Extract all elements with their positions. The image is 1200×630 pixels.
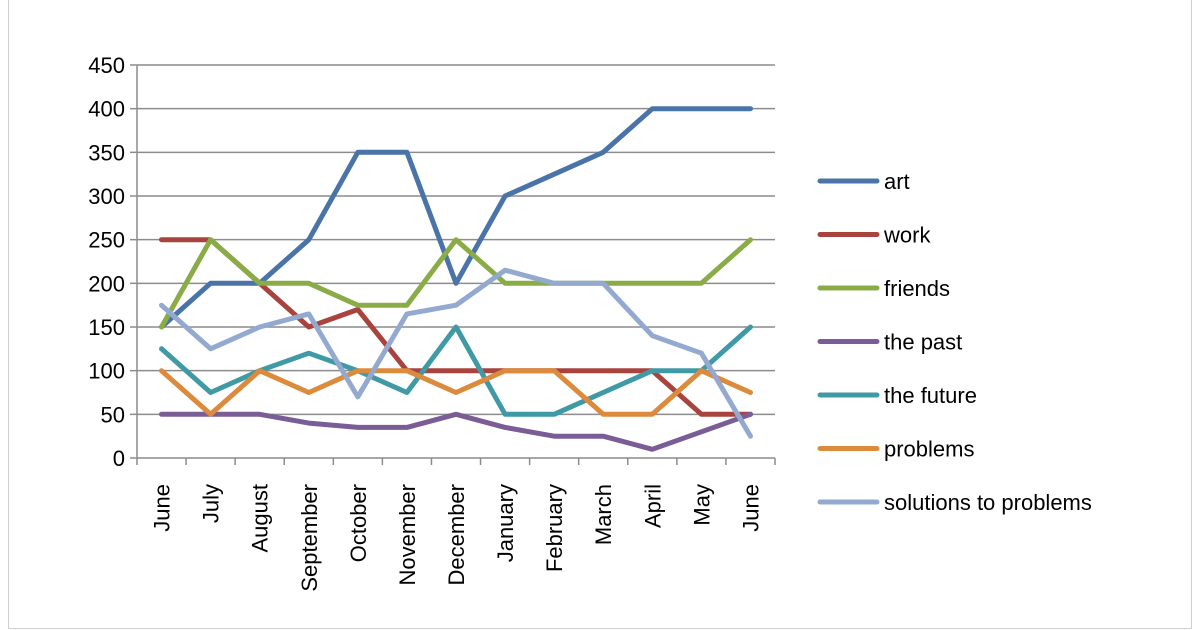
series-lines bbox=[159, 106, 753, 452]
x-tick-label: December bbox=[444, 484, 469, 585]
y-tick-label: 0 bbox=[113, 446, 125, 471]
x-tick-label: March bbox=[591, 484, 616, 545]
x-tick-label: February bbox=[542, 484, 567, 572]
legend-label: friends bbox=[884, 276, 950, 301]
x-tick-label: September bbox=[297, 484, 322, 592]
y-tick-label: 100 bbox=[88, 359, 125, 384]
x-tick-label: June bbox=[150, 484, 175, 532]
x-axis-ticks: June July August September October November De… bbox=[136, 458, 776, 592]
x-tick-label: June bbox=[738, 484, 763, 532]
x-tick-label: July bbox=[199, 484, 224, 523]
x-tick-label: January bbox=[493, 484, 518, 562]
y-tick-label: 400 bbox=[88, 97, 125, 122]
x-tick-label: May bbox=[689, 484, 714, 526]
y-tick-label: 300 bbox=[88, 184, 125, 209]
series-line-friends bbox=[159, 237, 753, 330]
legend-label: solutions to problems bbox=[884, 490, 1092, 515]
x-tick-label: October bbox=[346, 484, 371, 562]
x-tick-label: August bbox=[248, 484, 273, 553]
legend-label: the future bbox=[884, 383, 977, 408]
legend-label: art bbox=[884, 169, 910, 194]
series-line-solutions-to-problems bbox=[159, 267, 753, 439]
y-tick-label: 450 bbox=[88, 53, 125, 78]
axes bbox=[136, 65, 775, 459]
legend-label: problems bbox=[884, 437, 974, 462]
y-axis-ticks: 0 50 100 150 200 250 300 350 400 450 bbox=[88, 53, 137, 471]
x-tick-label: November bbox=[395, 484, 420, 585]
chart-frame bbox=[8, 0, 1192, 629]
y-tick-label: 200 bbox=[88, 271, 125, 296]
y-tick-label: 350 bbox=[88, 140, 125, 165]
y-tick-label: 250 bbox=[88, 228, 125, 253]
legend: art work friends the past the future problems… bbox=[817, 169, 1092, 515]
legend-label: the past bbox=[884, 330, 962, 355]
x-tick-label: April bbox=[640, 484, 665, 528]
series-line-art bbox=[159, 106, 753, 330]
series-line-the-past bbox=[159, 411, 753, 452]
y-tick-label: 50 bbox=[101, 402, 125, 427]
legend-label: work bbox=[883, 223, 931, 248]
y-tick-label: 150 bbox=[88, 315, 125, 340]
series-line-problems bbox=[159, 368, 753, 417]
